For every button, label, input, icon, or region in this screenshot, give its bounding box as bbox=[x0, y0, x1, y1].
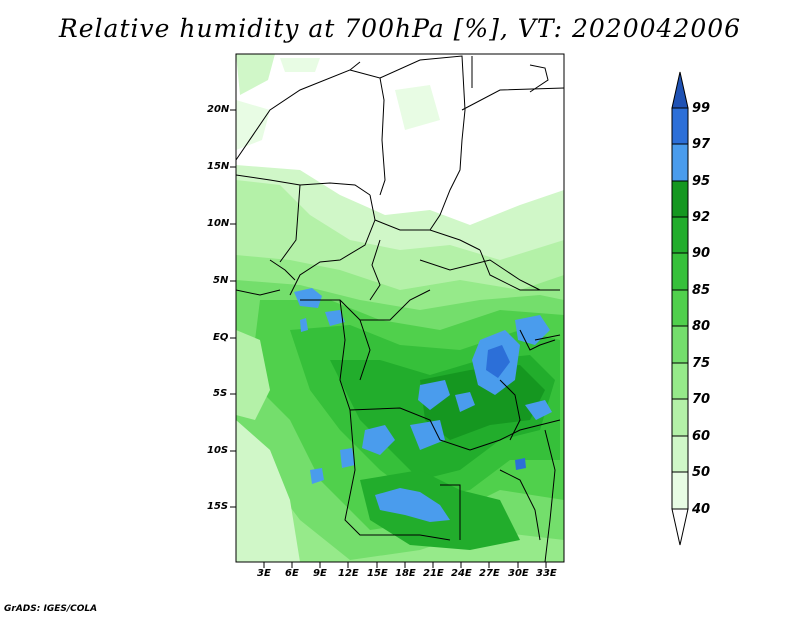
colorbar-label-95: 95 bbox=[692, 174, 711, 189]
colorbar-bottom-arrow bbox=[671, 508, 689, 546]
colorbar-label-70: 70 bbox=[692, 392, 711, 407]
colorbar-segment-97 bbox=[671, 143, 689, 182]
map-title: Relative humidity at 700hPa [%], VT: 202… bbox=[58, 14, 742, 43]
lon-label-3e: 3E bbox=[257, 568, 271, 579]
colorbar-label-85: 85 bbox=[692, 283, 711, 298]
lat-label-15n: 15N bbox=[207, 161, 230, 172]
lat-label-20n: 20N bbox=[207, 104, 230, 115]
map-frame bbox=[235, 53, 565, 563]
lon-label-33e: 33E bbox=[536, 568, 557, 579]
colorbar-label-50: 50 bbox=[692, 465, 711, 480]
lon-label-15e: 15E bbox=[367, 568, 388, 579]
lon-label-12e: 12E bbox=[338, 568, 359, 579]
lat-label-10s: 10S bbox=[207, 445, 229, 456]
colorbar-label-80: 80 bbox=[692, 319, 711, 334]
colorbar-top-arrow bbox=[671, 71, 689, 109]
colorbar-label-90: 90 bbox=[692, 246, 711, 261]
lon-label-18e: 18E bbox=[395, 568, 416, 579]
colorbar-segment-60 bbox=[671, 435, 689, 473]
lat-label-5s: 5S bbox=[213, 388, 228, 399]
axis-ticks bbox=[230, 109, 547, 568]
lon-label-6e: 6E bbox=[285, 568, 299, 579]
lat-label-eq: EQ bbox=[213, 332, 229, 343]
colorbar-segment-95 bbox=[671, 180, 689, 218]
lat-label-15s: 15S bbox=[207, 501, 229, 512]
colorbar-segment-80 bbox=[671, 325, 689, 364]
colorbar-segment-92 bbox=[671, 216, 689, 254]
colorbar-segment-85 bbox=[671, 289, 689, 327]
colorbar-label-40: 40 bbox=[692, 502, 711, 517]
colorbar-segment-50 bbox=[671, 471, 689, 510]
lon-label-9e: 9E bbox=[313, 568, 327, 579]
lon-label-30e: 30E bbox=[508, 568, 529, 579]
lon-label-24e: 24E bbox=[451, 568, 472, 579]
humidity-field bbox=[236, 54, 564, 562]
lon-label-21e: 21E bbox=[423, 568, 444, 579]
colorbar-segment-99 bbox=[671, 107, 689, 145]
colorbar-segment-90 bbox=[671, 252, 689, 291]
colorbar-label-99: 99 bbox=[692, 101, 711, 116]
colorbar-label-60: 60 bbox=[692, 429, 711, 444]
grads-credit: GrADS: IGES/COLA bbox=[4, 604, 98, 614]
colorbar-label-97: 97 bbox=[692, 137, 711, 152]
lon-label-27e: 27E bbox=[479, 568, 500, 579]
lat-label-10n: 10N bbox=[207, 218, 230, 229]
colorbar-label-75: 75 bbox=[692, 356, 711, 371]
colorbar-label-92: 92 bbox=[692, 210, 711, 225]
country-borders bbox=[236, 55, 564, 562]
colorbar bbox=[671, 71, 689, 546]
colorbar-segment-70 bbox=[671, 398, 689, 437]
colorbar-segment-75 bbox=[671, 362, 689, 400]
lat-label-5n: 5N bbox=[213, 275, 229, 286]
